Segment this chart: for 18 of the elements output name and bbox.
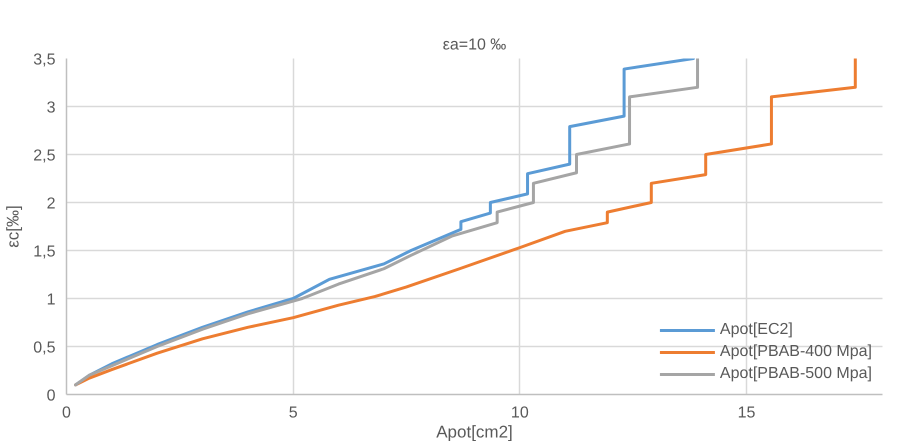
y-tick-label: 0 [46, 388, 56, 404]
y-tick-label: 3 [46, 100, 56, 116]
y-tick-label: 1,5 [33, 244, 56, 260]
x-axis-title: Apot[cm2] [436, 422, 513, 442]
y-axis-title: εc[‰] [3, 205, 22, 248]
y-tick-label: 0,5 [33, 340, 56, 356]
y-tick-label: 1 [46, 292, 56, 308]
chart-title: εa=10 ‰ [442, 36, 506, 54]
x-tick-label: 5 [288, 404, 298, 422]
legend-label: Apot[EC2] [720, 321, 793, 339]
legend-label: Apot[PBAB-500 Mpa] [720, 365, 872, 383]
x-tick-label: 10 [510, 404, 529, 422]
y-tick-label: 2 [46, 196, 56, 212]
y-tick-label: 2,5 [33, 148, 56, 164]
legend-label: Apot[PBAB-400 Mpa] [720, 343, 872, 361]
x-tick-label: 15 [738, 404, 756, 422]
x-tick-label: 0 [62, 404, 72, 422]
y-tick-label: 3,5 [33, 52, 56, 68]
